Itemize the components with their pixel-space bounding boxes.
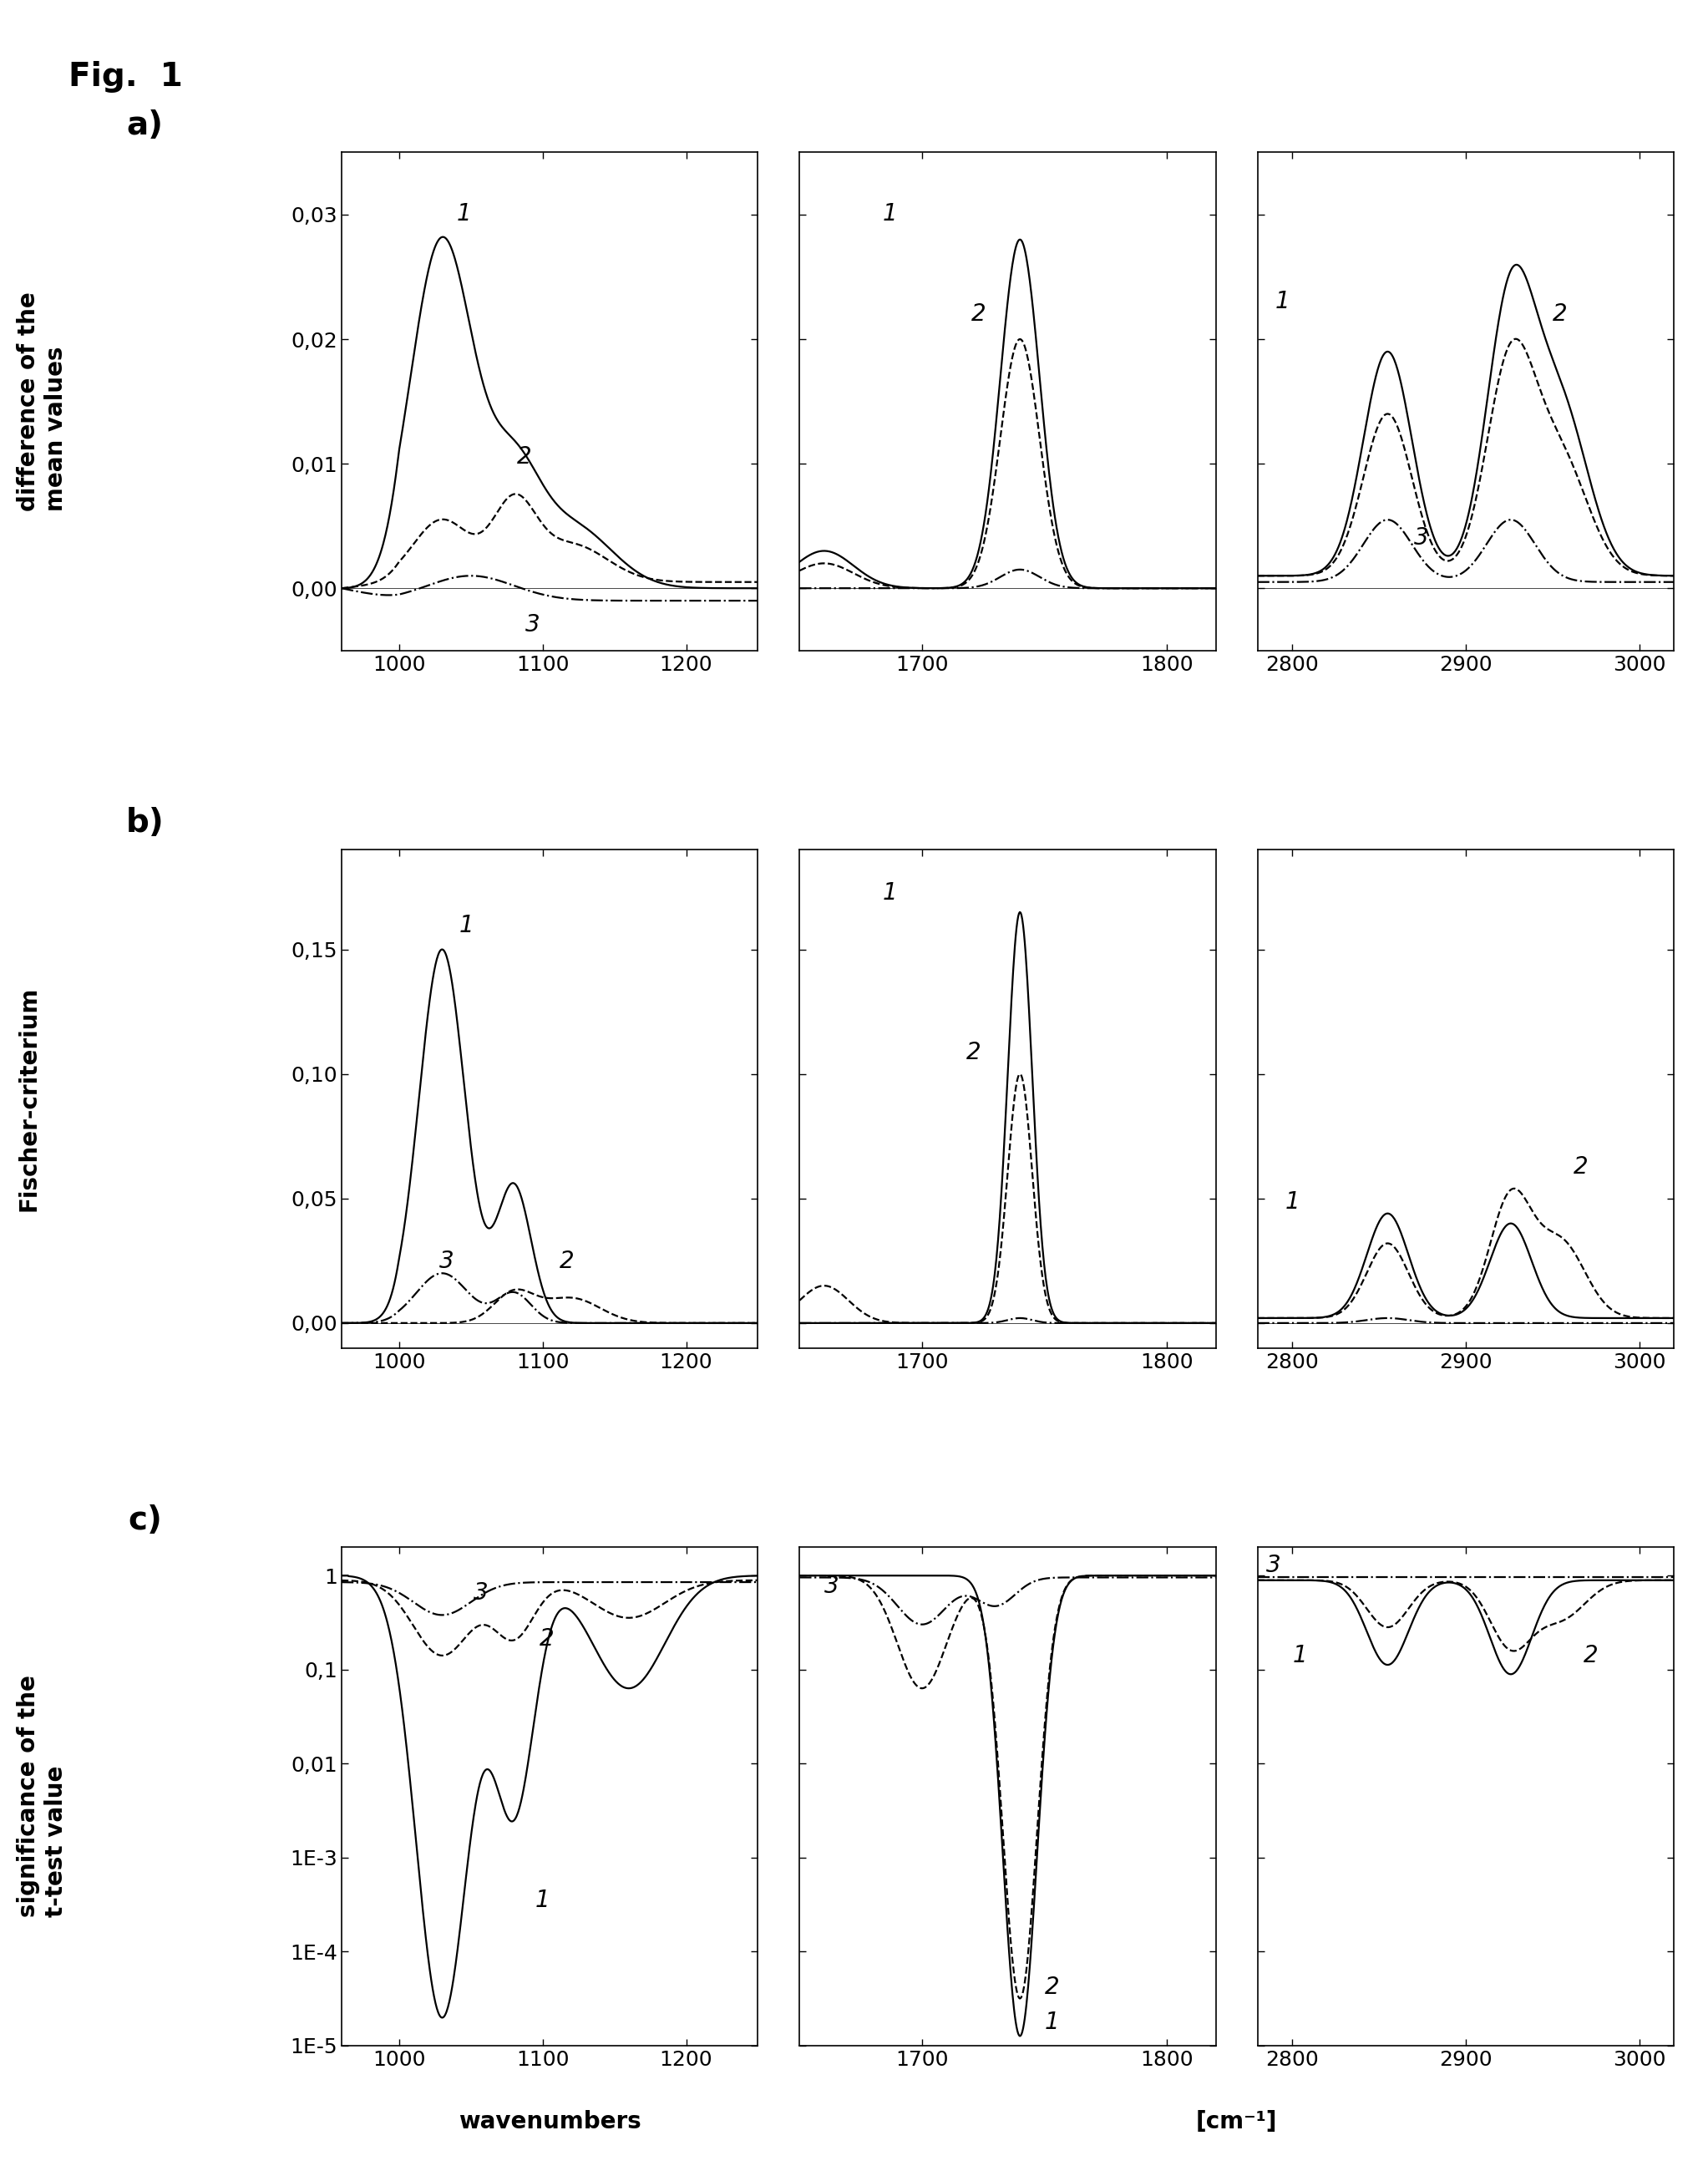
Text: Fischer-criterium: Fischer-criterium [17, 986, 41, 1212]
Text: 3: 3 [526, 614, 540, 638]
Text: 3: 3 [1266, 1554, 1281, 1578]
Text: 3: 3 [823, 1575, 839, 1597]
Text: a): a) [126, 109, 164, 141]
Text: 1: 1 [456, 202, 471, 226]
Text: 1: 1 [883, 881, 897, 905]
Text: Fig.  1: Fig. 1 [68, 61, 183, 94]
Text: 2: 2 [1045, 1976, 1059, 2000]
Text: 2: 2 [1583, 1643, 1599, 1667]
Text: 3: 3 [473, 1582, 488, 1606]
Text: 2: 2 [970, 302, 986, 326]
Text: 1: 1 [535, 1889, 550, 1913]
Text: 3: 3 [439, 1249, 454, 1273]
Text: 2: 2 [540, 1628, 555, 1652]
Text: significance of the
t-test value: significance of the t-test value [17, 1676, 68, 1917]
Text: 1: 1 [1286, 1190, 1300, 1214]
Text: 2: 2 [967, 1040, 980, 1064]
Text: 1: 1 [883, 202, 897, 226]
Text: 1: 1 [459, 914, 475, 938]
Text: b): b) [126, 807, 164, 840]
Text: 2: 2 [1553, 302, 1568, 326]
Text: 2: 2 [518, 446, 531, 468]
Text: 1: 1 [1293, 1643, 1307, 1667]
Text: wavenumbers: wavenumbers [458, 2111, 640, 2132]
Text: [cm⁻¹]: [cm⁻¹] [1196, 2111, 1278, 2132]
Text: c): c) [128, 1504, 162, 1536]
Text: 1: 1 [1045, 2011, 1059, 2035]
Text: 2: 2 [560, 1249, 574, 1273]
Text: 2: 2 [1573, 1155, 1588, 1179]
Text: 1: 1 [1274, 289, 1290, 313]
Text: difference of the
mean values: difference of the mean values [17, 292, 68, 511]
Text: 3: 3 [1414, 527, 1428, 551]
